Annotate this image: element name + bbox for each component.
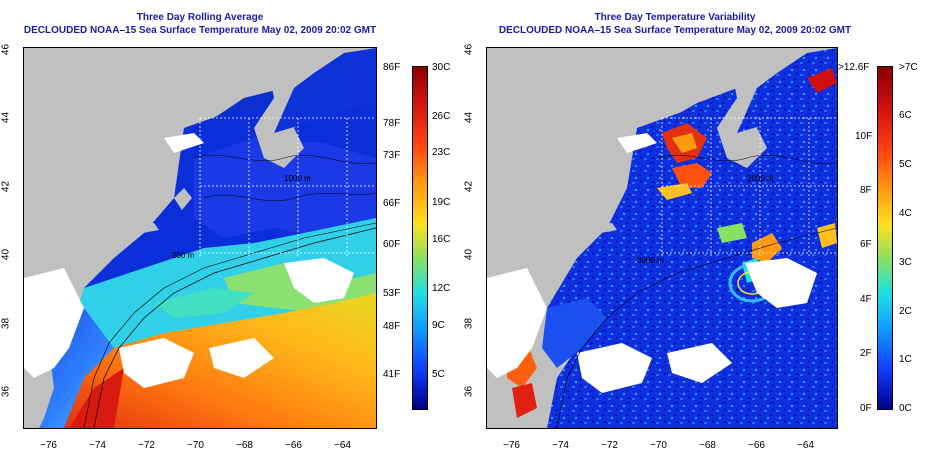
left-xtick-66: −66 xyxy=(285,440,302,451)
right-cbar-c-5: 5C xyxy=(899,159,912,170)
left-xtick-68: −68 xyxy=(236,440,253,451)
right-ytick-42: 42 xyxy=(463,180,475,193)
left-title-line1: Three Day Rolling Average xyxy=(136,12,264,23)
right-title-line2: DECLOUDED NOAA–15 Sea Surface Temperatur… xyxy=(498,25,852,36)
variability-colorbar xyxy=(877,66,893,410)
left-xtick-76: −76 xyxy=(40,440,57,451)
right-xtick-66: −66 xyxy=(748,440,765,451)
left-ytick-38: 38 xyxy=(0,317,12,330)
right-cbar-f-2: 2F xyxy=(860,348,872,359)
sst-colorbar xyxy=(412,66,428,410)
right-cbar-f-10: 10F xyxy=(855,131,873,142)
contour-label-2000m: 2000 m xyxy=(747,174,774,183)
right-cbar-f-4: 4F xyxy=(860,294,872,305)
left-cbar-c-12: 12C xyxy=(432,283,451,294)
right-cbar-c-0: 0C xyxy=(899,403,912,414)
right-cbar-c-4: 4C xyxy=(899,208,912,219)
right-cbar-c-6: 6C xyxy=(899,110,912,121)
left-xtick-74: −74 xyxy=(89,440,106,451)
right-cbar-f-12.6: >12.6F xyxy=(838,62,870,73)
left-cbar-f-41: 41F xyxy=(383,369,401,380)
left-cbar-f-73: 73F xyxy=(383,150,401,161)
sst-variability-image: 2000 m 3000 m xyxy=(487,48,837,428)
contour-label-200m: 200 m xyxy=(172,251,195,260)
right-cbar-c-7: >7C xyxy=(899,62,918,73)
left-ytick-46: 46 xyxy=(0,43,12,56)
right-xtick-72: −72 xyxy=(601,440,618,451)
left-ytick-40: 40 xyxy=(0,248,12,261)
left-cbar-c-19: 19C xyxy=(432,197,451,208)
right-title-line1: Three Day Temperature Variability xyxy=(594,12,756,23)
sst-average-image: 200 m 1000 m xyxy=(24,48,376,428)
right-cbar-c-2: 2C xyxy=(899,306,912,317)
left-cbar-c-9: 9C xyxy=(432,320,445,331)
right-xtick-70: −70 xyxy=(650,440,667,451)
right-xtick-76: −76 xyxy=(503,440,520,451)
right-xtick-74: −74 xyxy=(552,440,569,451)
right-ytick-46: 46 xyxy=(463,43,475,56)
left-cbar-f-86: 86F xyxy=(383,62,401,73)
left-xtick-70: −70 xyxy=(187,440,204,451)
right-cbar-c-3: 3C xyxy=(899,257,912,268)
right-ytick-38: 38 xyxy=(463,317,475,330)
right-ytick-36: 36 xyxy=(463,385,475,398)
right-panel: Three Day Temperature Variability DECLOU… xyxy=(464,0,950,475)
left-cbar-f-60: 60F xyxy=(383,239,401,250)
right-cbar-f-8: 8F xyxy=(860,185,872,196)
right-xtick-68: −68 xyxy=(699,440,716,451)
right-cbar-f-0: 0F xyxy=(860,403,872,414)
sst-variability-map: 2000 m 3000 m xyxy=(486,47,838,429)
left-xtick-64: −64 xyxy=(334,440,351,451)
left-panel: Three Day Rolling Average DECLOUDED NOAA… xyxy=(0,12,451,451)
right-ytick-40: 40 xyxy=(463,248,475,261)
left-cbar-f-48: 48F xyxy=(383,321,401,332)
left-cbar-c-23: 23C xyxy=(432,147,451,158)
left-cbar-c-30: 30C xyxy=(432,62,451,73)
left-ytick-44: 44 xyxy=(0,111,12,124)
sst-average-map: 200 m 1000 m xyxy=(23,47,377,429)
contour-label-3000m: 3000 m xyxy=(637,256,664,265)
right-cbar-f-6: 6F xyxy=(860,239,872,250)
left-cbar-f-78: 78F xyxy=(383,118,401,129)
left-cbar-c-16: 16C xyxy=(432,234,451,245)
left-title-line2: DECLOUDED NOAA–15 Sea Surface Temperatur… xyxy=(23,25,377,36)
left-cbar-c-5: 5C xyxy=(432,369,445,380)
right-ytick-44: 44 xyxy=(463,111,475,124)
left-cbar-f-53: 53F xyxy=(383,288,401,299)
left-ytick-42: 42 xyxy=(0,180,12,193)
right-cbar-c-1: 1C xyxy=(899,354,912,365)
contour-label-1000m: 1000 m xyxy=(284,174,311,183)
left-ytick-36: 36 xyxy=(0,385,12,398)
left-cbar-c-26: 26C xyxy=(432,111,451,122)
left-xtick-72: −72 xyxy=(138,440,155,451)
left-cbar-f-66: 66F xyxy=(383,198,401,209)
right-xtick-64: −64 xyxy=(797,440,814,451)
